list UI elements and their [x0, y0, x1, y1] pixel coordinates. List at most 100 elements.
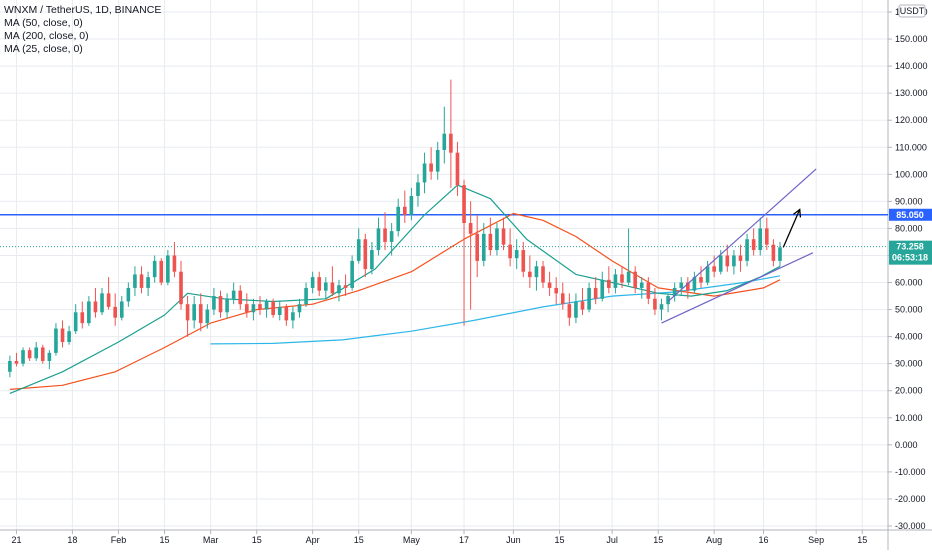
candle-body — [666, 296, 670, 305]
candle — [245, 293, 249, 318]
candle — [455, 141, 460, 196]
candle — [376, 217, 381, 256]
candle-body — [560, 293, 565, 305]
candle — [54, 323, 58, 356]
y-tick-label: 40.000 — [895, 332, 923, 342]
candle-body — [40, 347, 45, 361]
candle-body — [185, 304, 190, 321]
y-tick-label: 120.000 — [895, 115, 928, 125]
candle — [692, 271, 697, 294]
candle-body — [337, 285, 341, 294]
candle — [218, 290, 223, 318]
candle-body — [402, 206, 407, 215]
candle-body — [778, 247, 782, 261]
candle-body — [330, 282, 335, 294]
x-tick-label: May — [403, 535, 421, 545]
candle — [152, 255, 157, 283]
candle-body — [34, 347, 39, 359]
candle-body — [231, 290, 236, 299]
candle-body — [481, 233, 486, 261]
candle — [705, 260, 710, 286]
x-tick-label: 15 — [554, 535, 564, 545]
candle-body — [172, 255, 177, 272]
candle-body — [534, 266, 539, 278]
candle-body — [8, 360, 12, 372]
candle-body — [67, 331, 71, 343]
candle — [607, 266, 611, 294]
candle — [626, 228, 631, 286]
candle-body — [245, 304, 249, 313]
candle-body — [356, 239, 361, 261]
x-tick-label: Apr — [306, 535, 320, 545]
candle — [488, 217, 493, 256]
candle — [291, 306, 295, 329]
candle-body — [291, 312, 295, 321]
x-tick-label: 15 — [160, 535, 170, 545]
candle — [541, 260, 545, 288]
candle — [238, 285, 243, 310]
resistance-badge-box — [889, 208, 932, 221]
trendline-upper — [667, 168, 817, 302]
candle-body — [501, 228, 506, 245]
candle — [356, 228, 361, 264]
candle — [409, 187, 414, 221]
candle-body — [508, 244, 512, 259]
candle-body — [639, 282, 644, 288]
y-tick-label: 30.000 — [895, 359, 923, 369]
y-tick-label: 20.000 — [895, 386, 923, 396]
candle-body — [495, 228, 499, 251]
candle — [113, 293, 117, 326]
x-tick-label: Jul — [606, 535, 618, 545]
x-tick-label: 16 — [759, 535, 769, 545]
candle-body — [488, 233, 493, 251]
candle-body — [100, 293, 104, 313]
candle — [422, 152, 427, 194]
candle-body — [113, 306, 117, 318]
candle — [139, 266, 144, 294]
legend-ma50: MA (50, close, 0) — [4, 17, 83, 29]
candle-body — [73, 312, 78, 332]
candle — [27, 347, 32, 361]
candle-body — [350, 260, 354, 288]
candle-body — [27, 350, 32, 359]
candle-body — [416, 182, 420, 196]
candle-body — [699, 277, 703, 283]
candle — [212, 287, 216, 315]
candle — [297, 298, 302, 318]
candle — [363, 233, 368, 278]
candle — [659, 298, 664, 321]
chart-legend: WNXM / TetherUS, 1D, BINANCE MA (50, clo… — [4, 4, 161, 56]
resistance-badge-label: 85.050 — [896, 210, 924, 220]
candle — [119, 296, 124, 321]
x-tick-label: 17 — [459, 535, 469, 545]
candle-body — [738, 255, 743, 261]
candle — [166, 250, 170, 286]
candle — [383, 212, 387, 251]
candle-body — [21, 350, 25, 364]
candle — [633, 266, 637, 294]
candle — [310, 271, 315, 294]
candle — [106, 277, 111, 310]
candle-body — [212, 296, 216, 310]
candle — [679, 277, 684, 297]
candle — [653, 287, 657, 315]
candle-body — [258, 304, 262, 310]
candle — [34, 342, 39, 361]
candle — [699, 266, 703, 288]
candle — [554, 277, 558, 305]
candle-body — [580, 301, 585, 310]
candle-body — [152, 260, 157, 278]
candle — [639, 277, 644, 299]
candle-body — [297, 304, 302, 313]
y-tick-label: 50.000 — [895, 305, 923, 315]
last-price-badge-box — [889, 240, 932, 265]
candle — [442, 106, 447, 164]
candle — [508, 228, 512, 267]
candle-body — [251, 304, 256, 313]
candle-body — [264, 301, 269, 310]
candle — [370, 241, 374, 275]
x-tick-label: 18 — [67, 535, 77, 545]
